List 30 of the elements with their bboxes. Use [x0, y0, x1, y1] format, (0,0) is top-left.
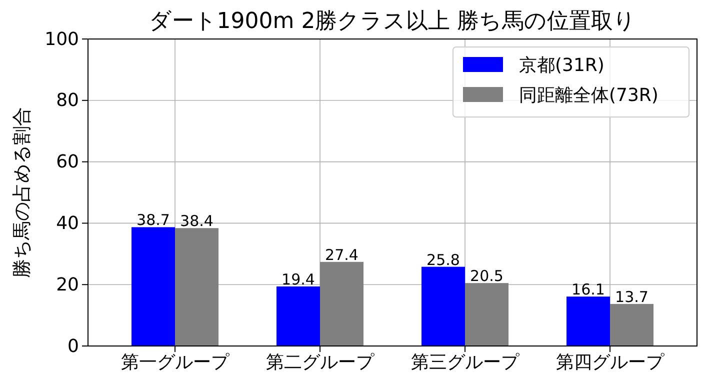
data-label: 38.4	[180, 212, 214, 230]
y-axis-title: 勝ち馬の占める割合	[11, 107, 33, 278]
y-tick-label: 100	[44, 28, 79, 50]
bar	[422, 266, 465, 346]
x-tick-label: 第二グループ	[266, 352, 375, 373]
y-tick-label: 20	[56, 274, 79, 296]
data-label: 25.8	[426, 250, 460, 269]
legend-label: 京都(31R)	[519, 55, 604, 76]
bar	[566, 296, 610, 346]
legend-label: 同距離全体(73R)	[519, 85, 658, 106]
data-label: 27.4	[325, 246, 358, 264]
data-label: 19.4	[282, 270, 315, 288]
data-label: 13.7	[615, 288, 648, 306]
y-tick-label: 0	[68, 336, 79, 357]
bar	[610, 304, 654, 346]
bar	[320, 262, 364, 346]
x-tick-label: 第一グループ	[121, 352, 230, 373]
data-label: 16.1	[572, 280, 605, 299]
x-tick-label: 第三グループ	[411, 352, 520, 373]
data-label: 38.7	[136, 211, 170, 230]
bar	[132, 227, 175, 346]
x-tick-label: 第四グループ	[556, 352, 665, 373]
bar	[175, 228, 218, 346]
bar	[276, 286, 320, 346]
bar	[465, 283, 508, 346]
y-tick-label: 40	[56, 212, 79, 234]
y-tick-label: 80	[56, 90, 79, 112]
chart-title: ダート1900m 2勝クラス以上 勝ち馬の位置取り	[148, 9, 636, 34]
y-tick-label: 60	[56, 152, 79, 173]
data-label: 20.5	[470, 267, 504, 286]
